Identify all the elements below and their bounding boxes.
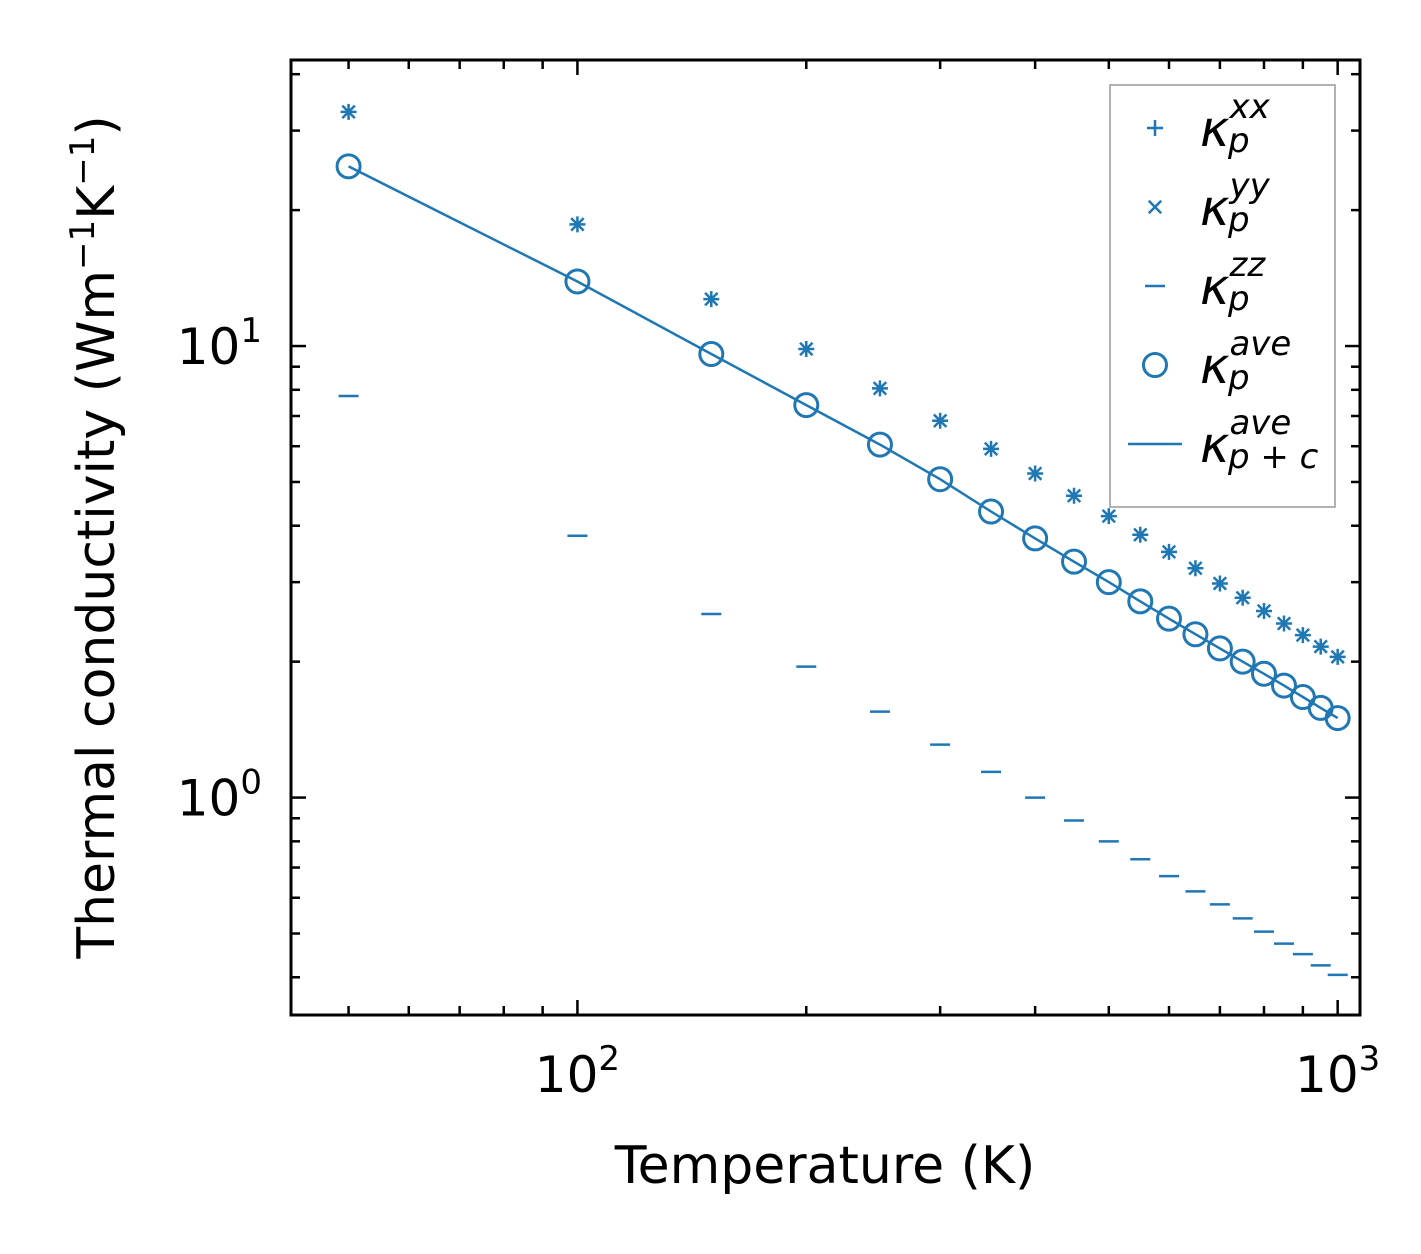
point-kappa_p_ave bbox=[978, 498, 1005, 525]
y-label-prefix: Thermal conductivity (Wm bbox=[67, 270, 127, 960]
legend-label-sub: p bbox=[1227, 279, 1250, 319]
point-kappa_p_ave bbox=[1127, 588, 1154, 615]
point-kappa_p_yy bbox=[1066, 488, 1082, 503]
legend-label-base: κ bbox=[1200, 100, 1230, 158]
legend-marker-icon bbox=[1147, 120, 1163, 136]
x-tick-label-exp: 2 bbox=[598, 1039, 620, 1079]
point-kappa_p_yy bbox=[1313, 639, 1328, 654]
point-kappa_p_yy bbox=[872, 381, 888, 396]
legend-label-sup: ave bbox=[1229, 324, 1291, 364]
legend-label-sub: p + c bbox=[1227, 437, 1319, 477]
point-kappa_p_ave bbox=[1250, 660, 1277, 687]
y-tick-label-base: 10 bbox=[177, 318, 241, 376]
legend-marker-icon bbox=[1147, 199, 1163, 215]
legend-label-sup: yy bbox=[1228, 166, 1270, 206]
point-kappa_p_yy bbox=[1276, 616, 1292, 631]
point-kappa_p_yy bbox=[1295, 627, 1310, 643]
point-kappa_p_yy bbox=[933, 413, 948, 428]
legend-label: κxx p bbox=[1200, 87, 1271, 161]
point-kappa_p_yy bbox=[1028, 466, 1043, 481]
legend-entry: κyy p bbox=[1147, 166, 1271, 240]
y-label-exp2: −1 bbox=[63, 136, 103, 186]
point-kappa_p_yy bbox=[983, 441, 999, 456]
legend-label: κzz p bbox=[1200, 245, 1266, 319]
point-kappa_p_yy bbox=[1330, 649, 1345, 664]
point-kappa_p_ave bbox=[1095, 569, 1122, 596]
point-kappa_p_ave bbox=[1229, 648, 1256, 675]
point-kappa_p_yy bbox=[1133, 527, 1148, 542]
point-kappa_p_ave bbox=[564, 268, 591, 295]
point-kappa_p_yy bbox=[799, 341, 814, 357]
x-tick-label-base: 10 bbox=[1295, 1046, 1359, 1104]
point-kappa_p_ave bbox=[1022, 525, 1049, 552]
y-tick-label-exp: 0 bbox=[240, 763, 262, 803]
point-kappa_p_ave bbox=[335, 153, 362, 180]
x-tick-label-base: 10 bbox=[535, 1046, 599, 1104]
legend-label-base: κ bbox=[1200, 416, 1230, 474]
point-kappa_p_yy bbox=[1212, 576, 1228, 591]
point-kappa_p_yy bbox=[1188, 561, 1203, 576]
x-axis-label: Temperature (K) bbox=[614, 1136, 1036, 1196]
point-kappa_p_ave bbox=[1271, 672, 1298, 699]
legend-label-sup: zz bbox=[1228, 245, 1266, 285]
point-kappa_p_ave bbox=[1156, 605, 1183, 632]
legend-label: κyy p bbox=[1200, 166, 1271, 240]
legend-label-base: κ bbox=[1200, 337, 1230, 395]
point-kappa_p_ave bbox=[1206, 635, 1233, 662]
point-kappa_p_ave bbox=[1324, 705, 1351, 732]
x-tick-label-exp: 3 bbox=[1359, 1039, 1381, 1079]
legend-label: κave p bbox=[1200, 324, 1291, 398]
point-kappa_p_yy bbox=[341, 104, 356, 120]
x-tick-label: 103 bbox=[1295, 1039, 1380, 1104]
x-tick-label: 102 bbox=[535, 1039, 620, 1104]
point-kappa_p_ave bbox=[1182, 621, 1209, 648]
point-kappa_p_yy bbox=[704, 292, 719, 307]
point-kappa_p_ave bbox=[698, 341, 725, 368]
legend-label-sub: p bbox=[1227, 121, 1250, 161]
y-label-exp1: −1 bbox=[63, 220, 103, 270]
legend-entry: κave p bbox=[1142, 324, 1291, 398]
legend-box bbox=[1109, 84, 1336, 508]
legend-label-base: κ bbox=[1200, 179, 1230, 237]
legend-label-sub: p bbox=[1227, 358, 1250, 398]
legend-label-sup: xx bbox=[1228, 87, 1270, 127]
plot-area bbox=[335, 103, 1351, 977]
y-axis-label: Thermal conductivity (Wm−1K−1) bbox=[63, 115, 127, 959]
legend-marker-icon bbox=[1142, 352, 1168, 378]
point-kappa_p_yy bbox=[570, 217, 585, 232]
y-tick-label-exp: 1 bbox=[240, 311, 262, 351]
point-kappa_p_ave bbox=[1061, 548, 1088, 575]
y-tick-label-base: 10 bbox=[177, 770, 241, 828]
y-tick-label: 100 bbox=[177, 763, 262, 828]
point-kappa_p_yy bbox=[1256, 603, 1272, 619]
legend-label-sup: ave bbox=[1229, 403, 1291, 443]
point-kappa_p_yy bbox=[1101, 509, 1116, 524]
legend-label: κave p + c bbox=[1200, 403, 1319, 477]
point-kappa_p_ave bbox=[866, 431, 893, 458]
plot-frame bbox=[289, 58, 1362, 1017]
point-kappa_p_ave bbox=[927, 466, 954, 493]
point-kappa_p_yy bbox=[1235, 590, 1250, 605]
legend-entry: κave p + c bbox=[1128, 403, 1319, 477]
y-tick-label: 101 bbox=[177, 311, 262, 376]
series-line-kappa_p+c_ave bbox=[348, 165, 1339, 720]
point-kappa_p_ave bbox=[793, 392, 820, 419]
y-label-suffix: ) bbox=[67, 115, 127, 135]
point-kappa_p_yy bbox=[1161, 544, 1177, 560]
legend-label-sub: p bbox=[1227, 200, 1250, 240]
legend-entry: κxx p bbox=[1147, 87, 1271, 161]
legend-entry: κzz p bbox=[1145, 245, 1266, 319]
y-label-mid: K bbox=[67, 184, 127, 220]
legend-label-base: κ bbox=[1200, 258, 1230, 316]
